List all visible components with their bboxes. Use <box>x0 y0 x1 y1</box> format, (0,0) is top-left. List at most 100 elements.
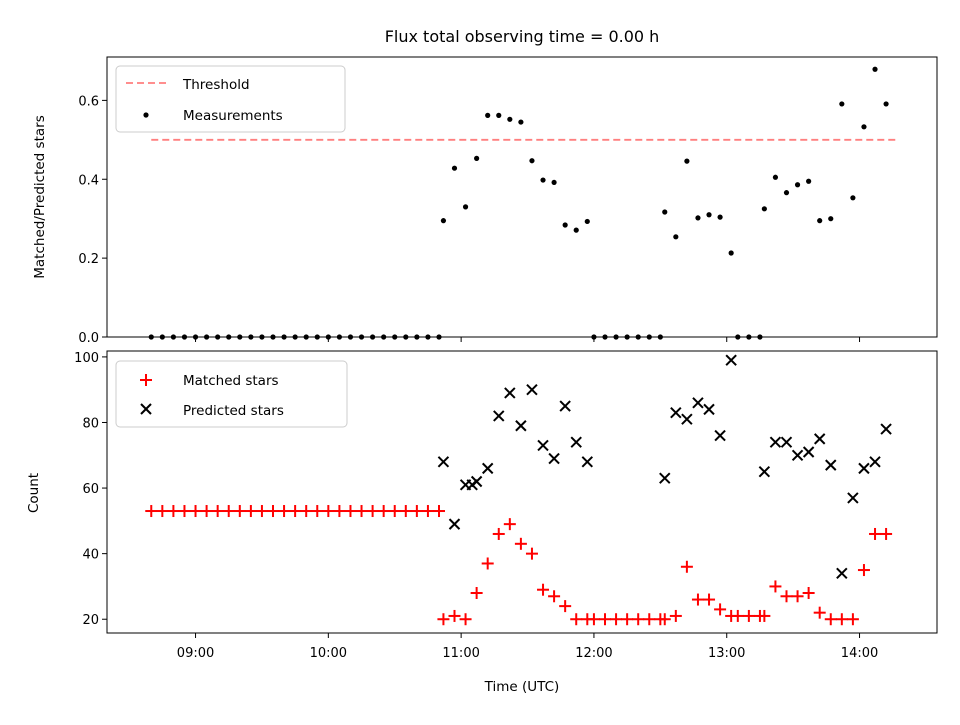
measurement-point <box>850 195 856 201</box>
measurement-point <box>728 250 734 256</box>
bottom-plot-frame <box>106 350 938 634</box>
measurement-point <box>684 158 690 164</box>
matched-stars-point <box>731 609 744 622</box>
predicted-stars-point <box>703 403 715 416</box>
measurement-point <box>496 112 502 118</box>
matched-stars-point <box>410 505 423 518</box>
legend-measurements-label: Measurements <box>183 108 283 124</box>
matched-stars-point <box>548 590 561 603</box>
matched-stars-point <box>621 613 634 626</box>
x-tick-label: 12:00 <box>575 646 612 661</box>
chart-title: Flux total observing time = 0.00 h <box>385 27 660 46</box>
matched-stars-point <box>200 505 213 518</box>
matched-stars-point <box>570 613 583 626</box>
legend-measurements-swatch <box>143 112 149 118</box>
matched-stars-point <box>742 609 755 622</box>
matched-stars-point <box>300 505 313 518</box>
matched-stars-point <box>145 505 158 518</box>
matched-stars-point <box>470 586 483 599</box>
matched-stars-point <box>311 505 324 518</box>
x-tick-label: 11:00 <box>442 646 479 661</box>
matched-stars-point <box>587 613 600 626</box>
top-y-axis-label: Matched/Predicted stars <box>32 115 48 278</box>
measurement-point <box>673 234 679 240</box>
matched-stars-point <box>658 613 671 626</box>
predicted-stars-point <box>847 492 859 504</box>
measurement-point <box>562 222 568 228</box>
matched-stars-point <box>857 564 870 577</box>
matched-stars-point <box>222 505 235 518</box>
measurement-point <box>474 155 480 161</box>
x-tick-label: 14:00 <box>841 646 878 661</box>
matched-stars-point <box>344 505 357 518</box>
matched-stars-point <box>791 590 804 603</box>
predicted-stars-point <box>515 420 527 432</box>
matched-stars-point <box>835 613 848 626</box>
y-tick-label: 80 <box>82 416 99 431</box>
matched-stars-point <box>503 518 516 531</box>
predicted-stars-point <box>769 436 782 448</box>
predicted-stars-point <box>570 436 582 448</box>
matched-stars-point <box>448 609 461 622</box>
matched-stars-point <box>189 505 202 518</box>
matched-stars-point <box>399 505 412 518</box>
matched-stars-point <box>691 593 704 606</box>
x-tick-label: 09:00 <box>177 646 214 661</box>
predicted-stars-point <box>559 400 571 412</box>
measurement-point <box>717 214 723 220</box>
matched-stars-point <box>167 505 180 518</box>
matched-stars-point <box>481 557 494 570</box>
predicted-stars-point <box>791 449 804 461</box>
matched-stars-point <box>377 505 390 518</box>
predicted-stars-point <box>437 456 450 468</box>
bottom-panel: 20 40 60 80 100 09:00 10:00 11:00 12:00 13:00 14:… <box>26 350 938 695</box>
predicted-stars-point <box>526 383 538 396</box>
measurement-point <box>828 216 834 222</box>
matched-stars-point <box>669 609 682 622</box>
top-plot-frame <box>106 56 938 338</box>
matched-stars-point <box>255 505 268 518</box>
measurement-point <box>662 209 668 215</box>
matched-stars-point <box>703 593 716 606</box>
predicted-stars-point <box>537 439 549 452</box>
bottom-y-axis-label: Count <box>26 473 42 513</box>
matched-stars-point <box>333 505 346 518</box>
predicted-stars-point <box>493 410 505 422</box>
measurement-point <box>529 158 535 164</box>
matched-stars-point <box>355 505 368 518</box>
matched-stars-point <box>278 505 291 518</box>
legend-predicted-swatch <box>140 403 152 415</box>
measurement-point <box>440 218 447 224</box>
matched-stars-point <box>714 603 727 616</box>
matched-stars-point <box>322 505 335 518</box>
top-legend-box <box>115 65 346 133</box>
y-tick-label: 20 <box>82 613 99 628</box>
matched-stars-point <box>610 613 623 626</box>
y-tick-label: 40 <box>82 548 99 563</box>
measurement-point <box>540 177 546 183</box>
measurement-point <box>706 212 712 218</box>
predicted-stars-point <box>758 465 771 478</box>
matched-stars-point <box>156 505 169 518</box>
y-tick-label: 0.0 <box>78 331 99 346</box>
top-panel: 0.0 0.2 0.4 0.6 Matched/Predicted stars Thr… <box>32 56 938 346</box>
measurement-point <box>806 178 812 184</box>
predicted-stars-point <box>880 423 892 435</box>
matched-stars-point <box>780 590 793 603</box>
predicted-stars-point <box>681 413 693 425</box>
predicted-stars-point <box>470 475 483 488</box>
matched-stars-point <box>437 613 450 626</box>
measurement-point <box>839 101 845 107</box>
measurement-point <box>861 124 867 130</box>
measurement-point <box>772 174 779 180</box>
measurement-point <box>794 182 801 188</box>
matched-stars-point <box>869 527 882 540</box>
predicted-stars-point <box>581 456 594 468</box>
predicted-stars-point <box>836 567 848 580</box>
legend-matched-label: Matched stars <box>183 373 279 389</box>
matched-stars-point <box>492 527 505 540</box>
matched-stars-point <box>459 613 472 626</box>
predicted-stars-point <box>825 459 837 471</box>
matched-stars-point <box>758 609 771 622</box>
measurement-point <box>872 66 878 72</box>
